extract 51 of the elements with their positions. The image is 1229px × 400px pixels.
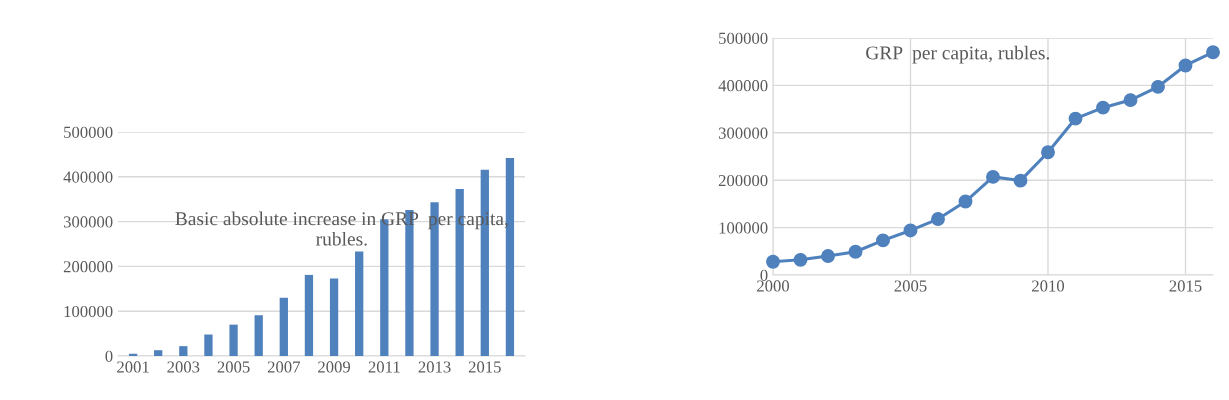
bar (355, 251, 364, 356)
bar (254, 315, 263, 356)
y-tick-label: 400000 (718, 80, 768, 92)
chart-title: GRP per capita, rubles. (866, 45, 1050, 64)
y-tick-label: 200000 (63, 261, 113, 273)
point (848, 244, 863, 259)
x-tick-label: 2011 (368, 361, 400, 373)
y-tick-label: 0 (760, 269, 768, 281)
y-tick-label: 500000 (64, 126, 113, 138)
point (1178, 58, 1193, 73)
x-tick-label: 2000 (757, 280, 790, 292)
x-tick-label: 2009 (318, 361, 351, 373)
point (1096, 100, 1110, 115)
point (1151, 79, 1165, 94)
x-tick-label: 2007 (267, 361, 300, 373)
bar (204, 334, 213, 356)
point (986, 169, 1000, 184)
x-tick-label: 2005 (217, 361, 250, 373)
x-tick-label: 2003 (167, 361, 200, 373)
y-tick-label: 0 (105, 350, 113, 362)
x-tick-label: 2005 (894, 280, 927, 292)
bar (154, 350, 163, 356)
x-tick-label: 2015 (1169, 280, 1202, 292)
point (931, 212, 945, 227)
point (793, 252, 808, 267)
y-tick-label: 400000 (63, 171, 113, 183)
point (1013, 173, 1028, 188)
x-tick-label: 2001 (117, 361, 149, 373)
x-tick-label: 2015 (468, 361, 501, 373)
point (1206, 45, 1220, 60)
bar (329, 278, 339, 356)
point (876, 233, 890, 248)
bar (279, 297, 288, 356)
point (1041, 145, 1055, 160)
x-tick-label: 2010 (1032, 280, 1065, 292)
point (1068, 111, 1083, 126)
y-tick-label: 200000 (718, 174, 768, 187)
x-tick-label: 2013 (418, 361, 451, 373)
bar (304, 274, 314, 356)
y-tick-label: 500000 (719, 32, 768, 44)
bar (229, 324, 238, 356)
point (958, 194, 973, 209)
y-tick-label: 300000 (718, 127, 768, 139)
bar (179, 346, 188, 356)
point (766, 254, 780, 269)
y-tick-label: 300000 (63, 216, 113, 228)
point (821, 249, 835, 263)
y-tick-label: 100000 (64, 305, 113, 318)
y-tick-label: 100000 (719, 222, 768, 234)
point (1123, 93, 1138, 108)
point (903, 223, 918, 238)
